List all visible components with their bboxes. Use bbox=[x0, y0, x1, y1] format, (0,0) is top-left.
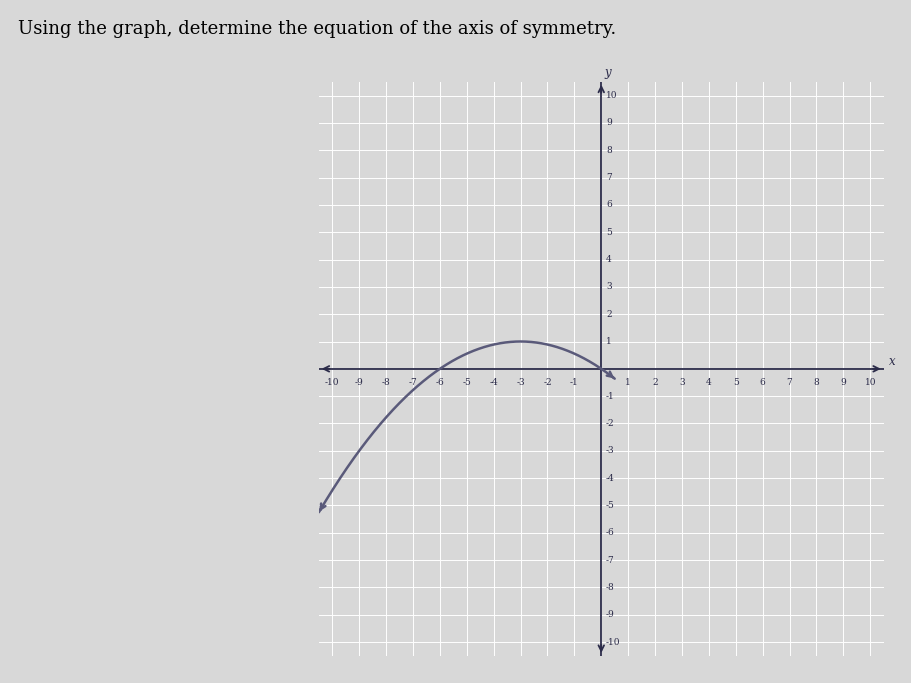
Text: -2: -2 bbox=[543, 378, 552, 387]
Text: -3: -3 bbox=[606, 446, 615, 456]
Text: -4: -4 bbox=[606, 473, 615, 483]
Text: 8: 8 bbox=[814, 378, 819, 387]
Text: 5: 5 bbox=[606, 227, 612, 237]
Text: 8: 8 bbox=[606, 145, 612, 155]
Text: -1: -1 bbox=[570, 378, 578, 387]
Text: -5: -5 bbox=[606, 501, 615, 510]
Text: -6: -6 bbox=[435, 378, 445, 387]
Text: -10: -10 bbox=[606, 637, 620, 647]
Text: -8: -8 bbox=[382, 378, 391, 387]
Text: 2: 2 bbox=[652, 378, 658, 387]
Text: 5: 5 bbox=[732, 378, 739, 387]
Text: -5: -5 bbox=[463, 378, 471, 387]
Text: -10: -10 bbox=[325, 378, 340, 387]
Text: -2: -2 bbox=[606, 419, 615, 428]
Text: Using the graph, determine the equation of the axis of symmetry.: Using the graph, determine the equation … bbox=[18, 20, 617, 38]
Text: 6: 6 bbox=[760, 378, 765, 387]
Text: -8: -8 bbox=[606, 583, 615, 592]
Text: 7: 7 bbox=[787, 378, 793, 387]
Text: 1: 1 bbox=[606, 337, 612, 346]
Text: 9: 9 bbox=[841, 378, 846, 387]
Text: -9: -9 bbox=[354, 378, 363, 387]
Text: -9: -9 bbox=[606, 610, 615, 619]
Text: 4: 4 bbox=[606, 255, 612, 264]
Text: 7: 7 bbox=[606, 173, 612, 182]
Text: 10: 10 bbox=[606, 91, 618, 100]
Text: 4: 4 bbox=[706, 378, 711, 387]
Text: 6: 6 bbox=[606, 200, 612, 210]
Text: 1: 1 bbox=[625, 378, 631, 387]
Text: 2: 2 bbox=[606, 309, 611, 319]
Text: -1: -1 bbox=[606, 391, 615, 401]
Text: -7: -7 bbox=[409, 378, 417, 387]
Text: -7: -7 bbox=[606, 555, 615, 565]
Text: 9: 9 bbox=[606, 118, 612, 128]
Text: 3: 3 bbox=[679, 378, 685, 387]
Text: 10: 10 bbox=[865, 378, 876, 387]
Text: 3: 3 bbox=[606, 282, 611, 292]
Text: x: x bbox=[889, 355, 896, 369]
Text: -4: -4 bbox=[489, 378, 498, 387]
Text: y: y bbox=[605, 66, 611, 79]
Text: -6: -6 bbox=[606, 528, 615, 538]
Text: -3: -3 bbox=[517, 378, 525, 387]
